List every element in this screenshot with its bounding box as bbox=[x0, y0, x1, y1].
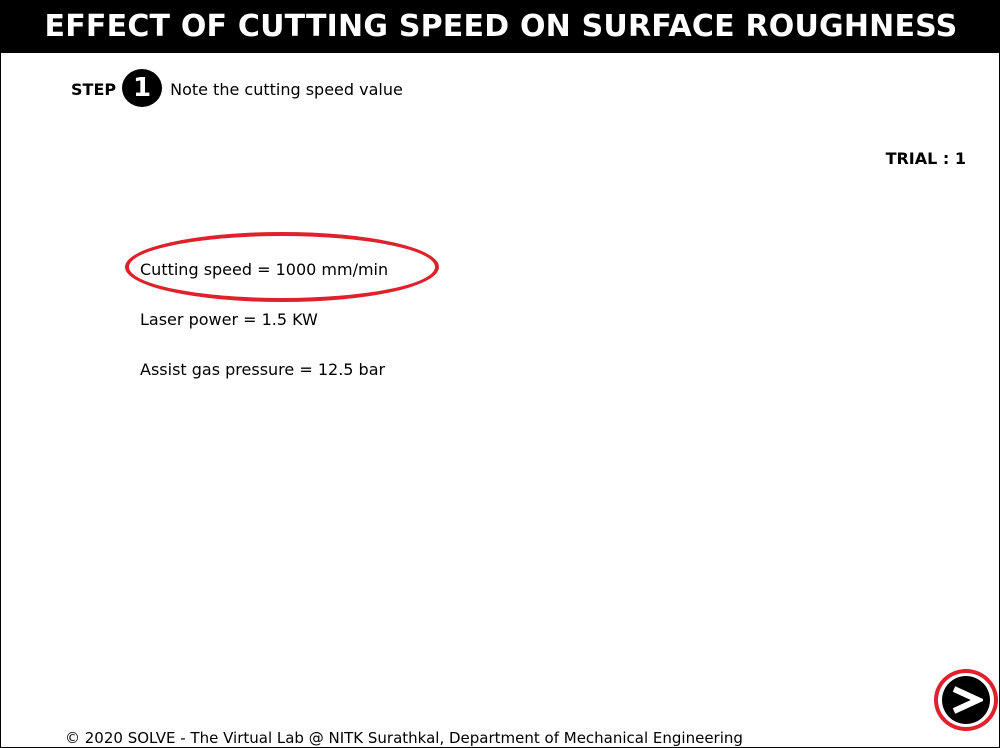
next-arrow-icon bbox=[942, 676, 990, 724]
cutting-speed-value: Cutting speed = 1000 mm/min bbox=[140, 260, 389, 279]
step-label: STEP bbox=[71, 80, 117, 99]
step-indicator: STEP 1 Note the cutting speed value bbox=[71, 69, 403, 107]
step-instruction: Note the cutting speed value bbox=[170, 80, 403, 99]
footer-copyright: © 2020 SOLVE - The Virtual Lab @ NITK Su… bbox=[65, 729, 743, 747]
assist-gas-pressure-value: Assist gas pressure = 12.5 bar bbox=[140, 360, 386, 379]
next-button[interactable] bbox=[934, 669, 998, 731]
step-number-badge: 1 bbox=[122, 69, 163, 107]
trial-counter: TRIAL : 1 bbox=[885, 149, 966, 168]
laser-power-value: Laser power = 1.5 KW bbox=[140, 310, 318, 329]
highlight-ring bbox=[125, 232, 439, 302]
page-title: EFFECT OF CUTTING SPEED ON SURFACE ROUGH… bbox=[1, 1, 1000, 53]
